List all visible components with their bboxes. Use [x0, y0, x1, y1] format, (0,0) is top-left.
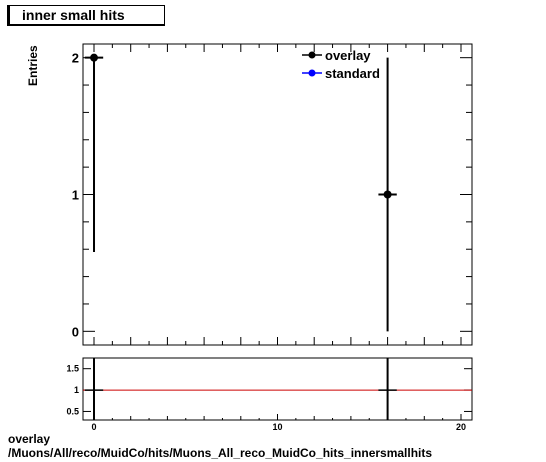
ratio-x-tick-label: 10	[272, 422, 282, 432]
main-series	[84, 53, 397, 332]
caption-line-2: /Muons/All/reco/MuidCo/hits/Muons_All_re…	[8, 446, 433, 460]
y-tick-label: 1	[72, 188, 79, 203]
y-tick-label: 2	[72, 51, 79, 66]
plot-title: inner small hits	[7, 5, 165, 26]
main-frame-rect	[82, 43, 473, 346]
data-point	[90, 53, 99, 62]
legend-marker	[308, 69, 316, 77]
caption: overlay /Muons/All/reco/MuidCo/hits/Muon…	[8, 432, 432, 460]
ratio-axis-ticks: 0 10 20 0.5 1 1.5	[66, 364, 472, 432]
ratio-plot-frame	[82, 357, 473, 421]
main-plot-frame	[82, 43, 473, 346]
y-tick-label: 0	[72, 324, 79, 339]
ratio-x-tick-label: 20	[456, 422, 466, 432]
caption-line-1: overlay	[8, 432, 51, 446]
legend-label: overlay	[325, 48, 371, 63]
ratio-y-tick-label: 1.5	[66, 364, 79, 374]
ratio-frame-rect	[82, 357, 473, 421]
data-point	[383, 190, 392, 199]
legend: overlay standard	[302, 48, 380, 81]
main-axis-ticks: 0 1 2	[72, 44, 472, 345]
ratio-x-tick-label: 0	[92, 422, 97, 432]
ratio-series	[83, 358, 472, 420]
ratio-y-tick-label: 1	[74, 385, 79, 395]
legend-marker	[308, 51, 316, 59]
legend-label: standard	[325, 66, 380, 81]
ratio-y-tick-label: 0.5	[66, 406, 79, 416]
